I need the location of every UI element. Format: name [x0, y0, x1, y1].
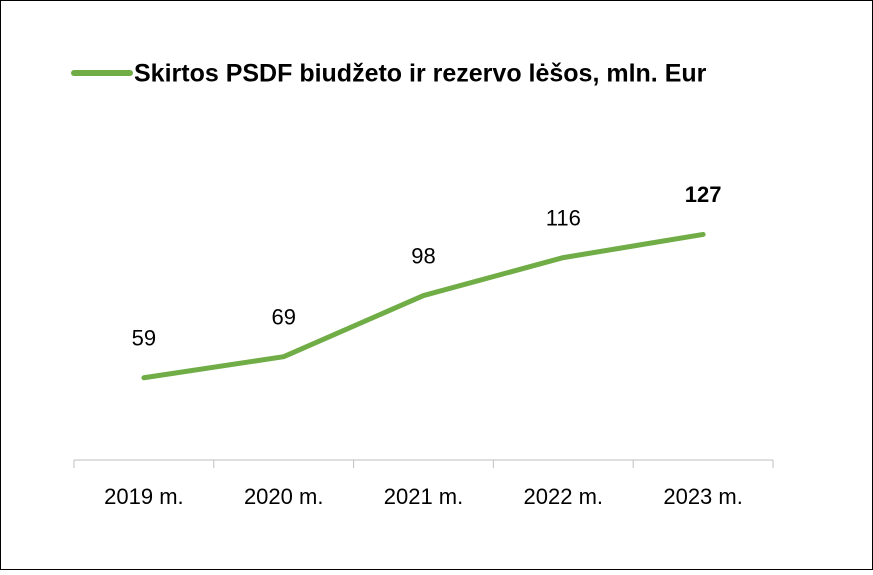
data-label: 116	[546, 205, 581, 230]
data-label: 127	[685, 182, 722, 207]
x-tick-label: 2020 m.	[244, 484, 324, 509]
x-tick-label: 2021 m.	[384, 484, 464, 509]
x-tick-label: 2022 m.	[524, 484, 604, 509]
x-tick-label: 2023 m.	[663, 484, 743, 509]
x-tick-label: 2019 m.	[104, 484, 184, 509]
legend-label: Skirtos PSDF biudžeto ir rezervo lėšos, …	[134, 60, 707, 88]
data-label: 59	[132, 326, 156, 351]
data-label: 69	[271, 305, 295, 330]
data-label: 98	[411, 243, 435, 268]
data-line	[141, 231, 706, 381]
